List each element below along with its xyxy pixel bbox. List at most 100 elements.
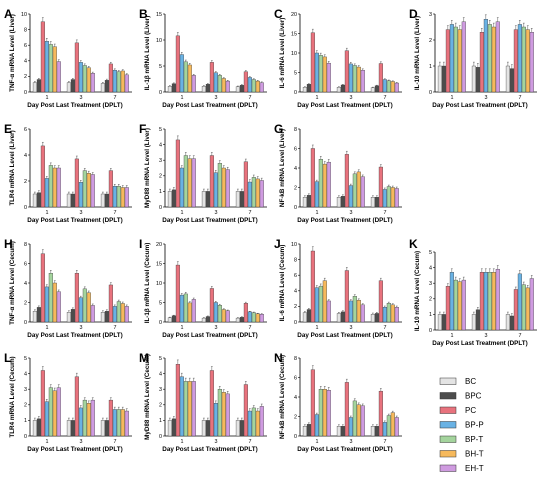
y-tick-label: 6 xyxy=(24,127,27,133)
bar-BC xyxy=(201,191,206,208)
bar-BPC xyxy=(171,418,176,437)
bar-BPC xyxy=(171,189,176,208)
y-tick-label: 4 xyxy=(294,395,297,401)
bar-BC xyxy=(32,311,37,323)
bar-BC xyxy=(437,314,442,331)
x-tick-label: 7 xyxy=(114,210,117,216)
bar-BH-T xyxy=(52,167,57,208)
x-tick-label: 3 xyxy=(485,333,488,339)
y-tick-label: 20 xyxy=(156,242,162,248)
bar-BC xyxy=(302,312,307,323)
y-tick-label: 2 xyxy=(294,304,297,310)
bar-EH-T xyxy=(191,381,196,437)
bar-PC xyxy=(209,62,214,93)
bar-EH-T xyxy=(326,161,331,208)
x-axis-label: Day Post Last Treatment (DPLT) xyxy=(27,446,122,453)
y-tick-label: 0 xyxy=(294,434,297,440)
y-tick-label: 2 xyxy=(294,414,297,420)
legend-label: PC xyxy=(465,406,476,415)
x-tick-label: 3 xyxy=(350,439,353,445)
x-tick-label: 7 xyxy=(384,325,387,331)
bar-BP-P xyxy=(348,63,353,93)
bar-BH-T xyxy=(356,299,361,323)
bar-BP-P xyxy=(483,272,488,331)
bar-BP-T xyxy=(386,303,391,323)
x-tick-label: 3 xyxy=(215,95,218,101)
bar-BPC xyxy=(171,315,176,323)
y-tick-label: 4 xyxy=(294,289,297,295)
bar-BC xyxy=(370,197,375,208)
panel-label: L xyxy=(4,351,11,365)
panel-label: C xyxy=(274,7,283,21)
bar-BC xyxy=(505,314,510,331)
bar-BC xyxy=(336,426,341,437)
bar-BH-T xyxy=(221,392,226,437)
bar-BP-P xyxy=(44,401,49,437)
bar-BH-T xyxy=(120,70,125,93)
bar-BP-P xyxy=(179,54,184,93)
bar-BP-T xyxy=(183,381,188,437)
bar-EH-T xyxy=(225,80,230,93)
bar-EH-T xyxy=(90,73,95,93)
bar-BP-P xyxy=(247,181,252,208)
bar-BH-T xyxy=(390,187,395,208)
bar-PC xyxy=(108,170,113,208)
y-tick-label: 10 xyxy=(156,38,162,44)
panel-label: K xyxy=(409,237,418,251)
bar-BPC xyxy=(205,84,210,93)
y-tick-label: 10 xyxy=(291,51,297,57)
bar-BP-P xyxy=(213,72,218,93)
panel-label: M xyxy=(139,351,149,365)
bar-BH-T xyxy=(187,64,192,93)
bar-BP-T xyxy=(82,170,87,208)
bar-BPC xyxy=(171,83,176,93)
bar-BC xyxy=(167,86,172,93)
bar-BP-T xyxy=(116,71,121,93)
y-tick-label: 2 xyxy=(294,185,297,191)
bar-BP-P xyxy=(112,186,117,208)
bar-BPC xyxy=(239,85,244,93)
bar-PC xyxy=(175,364,180,437)
bar-PC xyxy=(310,369,315,437)
bar-PC xyxy=(209,288,214,323)
bar-BH-T xyxy=(356,404,361,437)
x-tick-label: 3 xyxy=(350,325,353,331)
bar-PC xyxy=(108,284,113,323)
bar-PC xyxy=(344,50,349,93)
bar-BPC xyxy=(36,79,41,93)
bar-BP-P xyxy=(247,311,252,323)
x-axis-label: Day Post Last Treatment (DPLT) xyxy=(432,340,527,347)
y-tick-label: 2 xyxy=(159,403,162,409)
y-axis-label: NF-kB mRNA Level (Liver) xyxy=(279,129,286,207)
bar-EH-T xyxy=(326,62,331,93)
bar-BP-P xyxy=(517,24,522,93)
bar-BC xyxy=(370,314,375,323)
bar-BH-T xyxy=(187,381,192,437)
legend-swatch-EH-T xyxy=(439,464,457,472)
y-axis-label: IL-6 mRNA Level (Cecum) xyxy=(279,245,286,322)
bar-BP-T xyxy=(217,75,222,93)
bar-BP-T xyxy=(116,186,121,208)
bar-BP-T xyxy=(48,44,53,93)
y-tick-label: 2 xyxy=(429,38,432,44)
bar-BPC xyxy=(239,420,244,437)
y-tick-label: 15 xyxy=(156,12,162,18)
y-tick-label: 15 xyxy=(156,261,162,267)
bar-PC xyxy=(378,63,383,93)
panel-label: I xyxy=(139,237,142,251)
y-tick-label: 4 xyxy=(429,265,432,271)
bar-EH-T xyxy=(259,82,264,93)
bar-PC xyxy=(344,270,349,323)
bar-BP-T xyxy=(318,159,323,208)
bar-BC xyxy=(167,191,172,208)
bar-EH-T xyxy=(191,75,196,93)
bar-EH-T xyxy=(124,187,129,208)
x-tick-label: 1 xyxy=(316,95,319,101)
bar-BP-T xyxy=(82,65,87,93)
bar-BC xyxy=(235,191,240,208)
y-axis-label: MyD88 mRNA Level (Cecum) xyxy=(144,354,151,440)
legend-swatch-BH-T xyxy=(439,450,457,458)
y-tick-label: 4 xyxy=(24,153,27,159)
